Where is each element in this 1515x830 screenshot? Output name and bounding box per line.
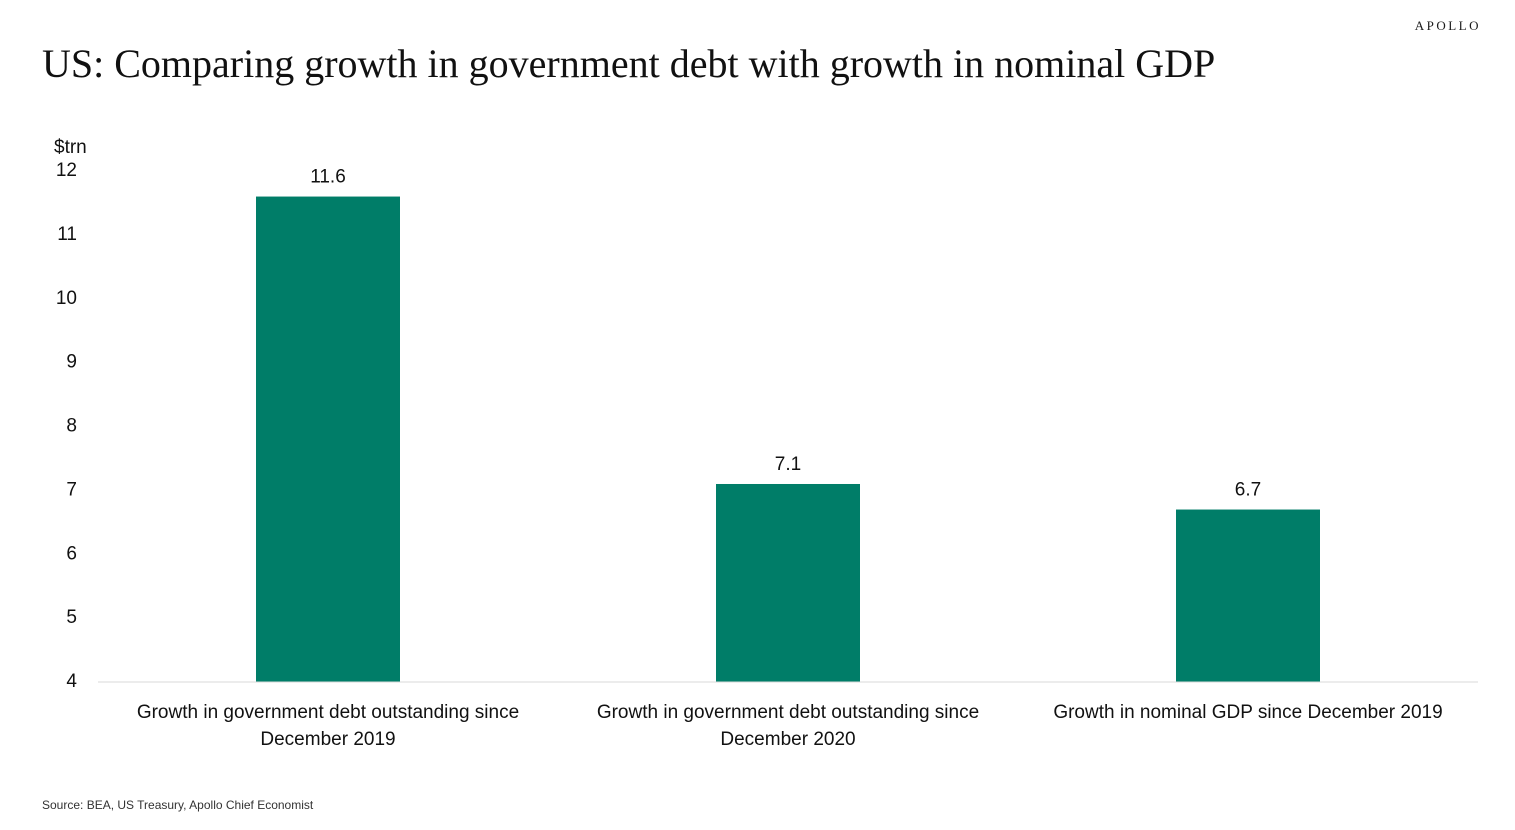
bar xyxy=(716,483,860,682)
brand-logo: APOLLO xyxy=(1414,18,1481,33)
bar xyxy=(1176,509,1320,682)
category-label: December 2020 xyxy=(720,729,855,750)
bar-data-label: 7.1 xyxy=(775,454,801,475)
y-tick-label: 6 xyxy=(66,543,77,564)
y-tick-label: 11 xyxy=(57,224,77,245)
x-axis: Growth in government debt outstanding si… xyxy=(98,681,1478,750)
y-tick-label: 4 xyxy=(66,671,77,692)
category-label: Growth in nominal GDP since December 201… xyxy=(1053,702,1442,723)
category-label: December 2019 xyxy=(260,729,395,750)
y-tick-label: 12 xyxy=(56,160,77,181)
bar-data-label: 11.6 xyxy=(310,167,346,188)
bar xyxy=(256,196,400,683)
category-label: Growth in government debt outstanding si… xyxy=(137,702,519,723)
y-tick-label: 9 xyxy=(66,352,77,373)
y-tick-label: 10 xyxy=(56,288,77,309)
y-axis-label: $trn xyxy=(54,137,87,158)
y-tick-label: 7 xyxy=(66,479,77,500)
y-tick-label: 8 xyxy=(66,416,77,437)
bars: 11.6 7.1 6.7 xyxy=(256,167,1320,683)
y-axis: $trn 4 5 6 7 8 9 10 11 12 xyxy=(54,137,87,692)
y-tick-label: 5 xyxy=(66,607,77,628)
category-label: Growth in government debt outstanding si… xyxy=(597,702,979,723)
source-note: Source: BEA, US Treasury, Apollo Chief E… xyxy=(42,798,314,812)
bar-chart: $trn 4 5 6 7 8 9 10 11 12 11.6 7.1 6.7 Growth in go… xyxy=(54,137,1478,750)
bar-data-label: 6.7 xyxy=(1235,480,1261,501)
chart-title: US: Comparing growth in government debt … xyxy=(42,41,1216,86)
